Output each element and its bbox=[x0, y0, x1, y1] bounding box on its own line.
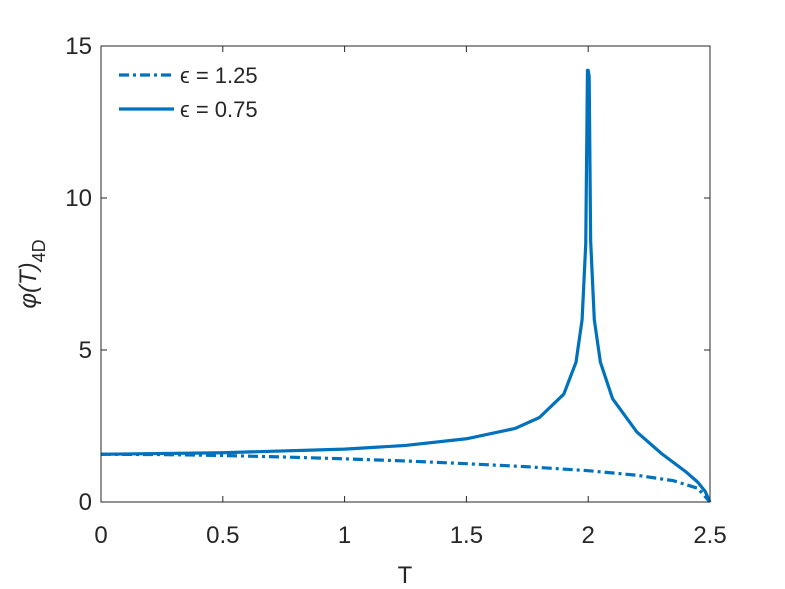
legend-label-1: ϵ = 0.75 bbox=[180, 97, 258, 122]
y-tick-label: 15 bbox=[65, 33, 92, 60]
y-axis-label-subscript: 4D bbox=[29, 239, 49, 262]
legend: ϵ = 1.25 ϵ = 0.75 bbox=[119, 63, 258, 122]
y-axis-label: φ(T)4D bbox=[15, 239, 49, 308]
x-tick-label: 1.5 bbox=[450, 522, 483, 549]
y-tick-label: 5 bbox=[79, 337, 92, 364]
x-tick-label: 0.5 bbox=[206, 522, 239, 549]
y-axis-label-main: φ(T) bbox=[15, 262, 42, 308]
series-line-1 bbox=[100, 68, 712, 503]
y-tick-label: 0 bbox=[79, 489, 92, 516]
axes-box bbox=[100, 45, 711, 503]
series-line-0 bbox=[100, 452, 712, 504]
legend-label-0: ϵ = 1.25 bbox=[180, 63, 258, 88]
x-tick-label: 1 bbox=[338, 522, 351, 549]
x-tick-label: 2.5 bbox=[693, 522, 726, 549]
y-tick-label: 10 bbox=[65, 185, 92, 212]
x-tick-label: 2 bbox=[582, 522, 595, 549]
x-axis-label: T bbox=[398, 562, 413, 589]
x-tick-label: 0 bbox=[94, 522, 107, 549]
